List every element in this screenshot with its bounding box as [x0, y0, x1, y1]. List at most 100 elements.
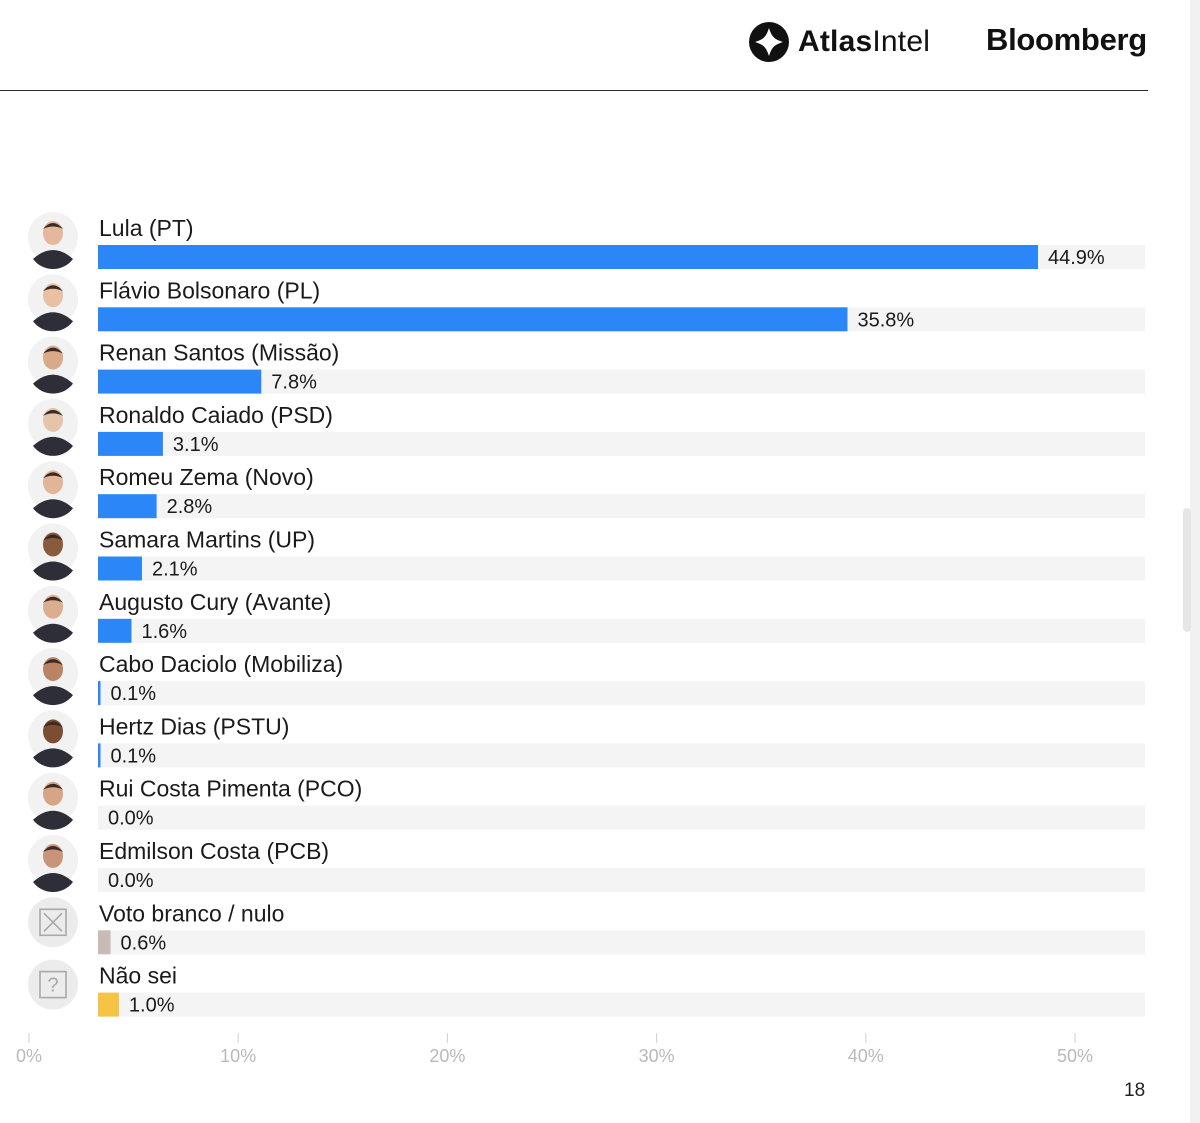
avatar-hair — [43, 846, 63, 852]
bar-track — [98, 494, 1145, 519]
avatar-hair — [43, 659, 63, 666]
value-label: 0.0% — [108, 808, 154, 830]
category-label: Samara Martins (UP) — [99, 527, 315, 553]
category-label: Flávio Bolsonaro (PL) — [99, 277, 320, 303]
chart-row: Romeu Zema (Novo) 2.8% — [28, 461, 1145, 519]
avatar-shoulders — [33, 686, 73, 706]
scrollbar-thumb[interactable] — [1183, 508, 1191, 632]
avatar-hair — [43, 223, 63, 229]
value-label: 0.6% — [121, 932, 167, 954]
category-label: Renan Santos (Missão) — [99, 340, 339, 366]
bar-track — [98, 992, 1145, 1017]
candidate-avatar — [28, 835, 78, 892]
x-tick-label: 20% — [429, 1046, 465, 1066]
icon-x-mark — [43, 912, 63, 932]
avatar-shoulders — [33, 873, 73, 892]
bar-track — [98, 556, 1145, 581]
value-label: 7.8% — [271, 372, 317, 394]
atlasintel-wordmark: AtlasIntel — [798, 25, 931, 58]
avatar-shoulders — [33, 623, 73, 643]
bar — [98, 307, 848, 332]
value-label: 1.0% — [129, 995, 175, 1017]
x-box-icon — [28, 897, 78, 948]
category-label: Hertz Dias (PSTU) — [99, 713, 289, 739]
chart-row: Rui Costa Pimenta (PCO) 0.0% — [28, 772, 1145, 830]
candidate-avatar — [28, 336, 78, 394]
atlasintel-logo: AtlasIntel — [748, 20, 930, 64]
bar-track — [98, 805, 1145, 830]
category-label: Lula (PT) — [99, 215, 194, 241]
page-number: 18 — [1124, 1080, 1146, 1101]
category-label: Ronaldo Caiado (PSD) — [99, 402, 333, 428]
value-label: 0.0% — [108, 870, 154, 892]
question-box-icon: ? — [28, 959, 78, 1010]
chart-row: Lula (PT) 44.9% — [28, 212, 1145, 269]
avatar-shoulders — [33, 499, 73, 519]
avatar-hair — [43, 596, 63, 603]
candidate-avatar — [28, 648, 78, 706]
category-label: Rui Costa Pimenta (PCO) — [99, 776, 362, 802]
bar-track — [98, 868, 1145, 892]
icon-box — [39, 908, 67, 937]
bar-track — [98, 618, 1145, 643]
avatar-hair — [43, 285, 63, 292]
value-label: 2.1% — [152, 559, 198, 581]
chart-row: Hertz Dias (PSTU) 0.1% — [28, 710, 1145, 768]
avatar-shoulders — [33, 561, 73, 581]
header-divider — [0, 90, 1148, 91]
value-label: 44.9% — [1048, 247, 1105, 269]
bar-track — [98, 930, 1145, 955]
x-tick-label: 40% — [848, 1046, 884, 1066]
avatar-hair — [43, 347, 63, 354]
bar — [98, 992, 119, 1017]
candidate-avatar — [28, 710, 78, 768]
bar — [98, 743, 101, 768]
x-tick-label: 0% — [16, 1046, 42, 1066]
avatar-shoulders — [33, 436, 73, 456]
chart-row: Augusto Cury (Avante) 1.6% — [28, 585, 1145, 643]
chart-row: Flávio Bolsonaro (PL) 35.8% — [28, 274, 1145, 332]
bar-track — [98, 431, 1145, 456]
bar — [98, 494, 157, 519]
scrollbar-track — [1190, 0, 1200, 1123]
avatar-shoulders — [33, 748, 73, 768]
category-label: Edmilson Costa (PCB) — [99, 838, 329, 864]
value-label: 0.1% — [111, 683, 157, 705]
bar — [98, 245, 1038, 269]
value-label: 0.1% — [111, 745, 157, 767]
bar — [98, 618, 132, 643]
bar — [98, 681, 101, 706]
bar — [98, 369, 262, 394]
category-label: Romeu Zema (Novo) — [99, 464, 314, 490]
bar — [98, 930, 111, 955]
value-label: 3.1% — [173, 434, 219, 456]
value-label: 2.8% — [167, 496, 213, 518]
category-label: Cabo Daciolo (Mobiliza) — [99, 651, 343, 677]
avatar-hair — [43, 783, 63, 790]
category-label: Voto branco / nulo — [99, 900, 284, 926]
candidate-avatar — [28, 212, 78, 269]
bar-track — [98, 369, 1145, 394]
avatar-hair — [43, 409, 63, 416]
chart-row: Cabo Daciolo (Mobiliza) 0.1% — [28, 648, 1145, 706]
bar-track — [98, 743, 1145, 768]
chart-row: Renan Santos (Missão) 7.8% — [28, 336, 1145, 394]
bar-track — [98, 681, 1145, 706]
chart-row: ? Não sei 1.0% — [28, 959, 1145, 1017]
category-label: Augusto Cury (Avante) — [99, 589, 331, 615]
candidate-avatar — [28, 523, 78, 581]
chart-row: Edmilson Costa (PCB) 0.0% — [28, 835, 1145, 892]
category-label: Não sei — [99, 963, 177, 989]
candidate-avatar — [28, 772, 78, 830]
x-tick-label: 10% — [220, 1046, 256, 1066]
value-label: 1.6% — [141, 621, 187, 643]
bar — [98, 431, 163, 456]
candidate-avatar — [28, 274, 78, 332]
candidate-avatar — [28, 585, 78, 643]
candidate-avatar — [28, 461, 78, 519]
avatar-hair — [43, 472, 63, 479]
icon-question-mark: ? — [47, 975, 58, 997]
bar — [98, 556, 142, 581]
avatar-shoulders — [33, 312, 73, 332]
